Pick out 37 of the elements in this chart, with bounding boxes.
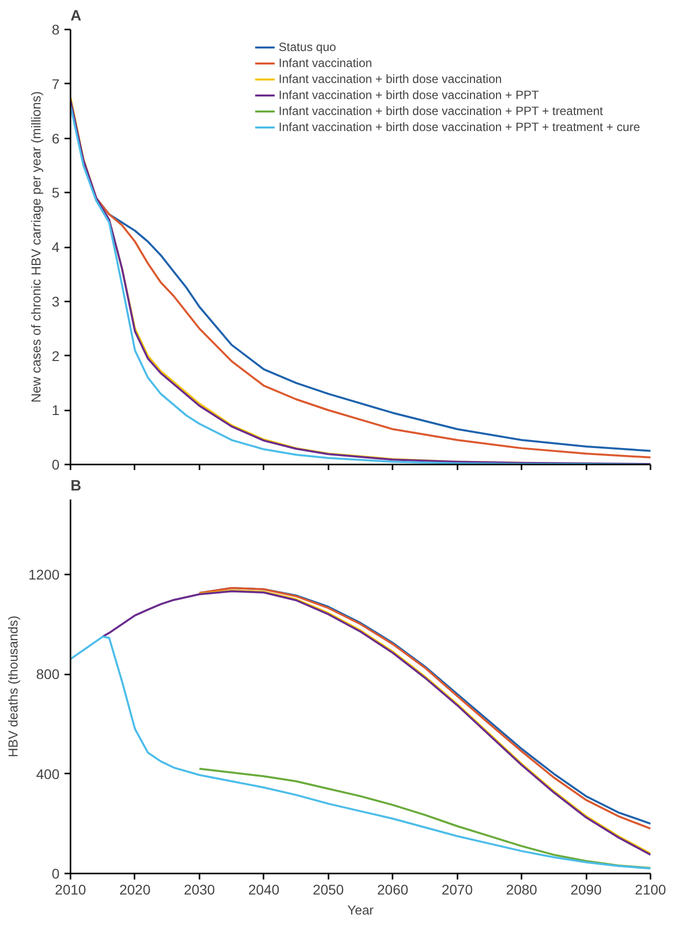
y-tick-label: 1: [52, 402, 60, 418]
y-tick-label: 7: [52, 76, 60, 92]
legend-label: Infant vaccination + birth dose vaccination + PPT + treatment + cure: [278, 119, 640, 135]
x-tick-label: 2020: [119, 882, 151, 898]
chart-title: B: [70, 478, 82, 494]
line-series: [102, 590, 650, 856]
x-tick-label: 2050: [312, 882, 344, 898]
x-tick-label: 2060: [377, 882, 409, 898]
line-series: [70, 636, 650, 870]
legend-label: Infant vaccination: [278, 55, 372, 71]
y-tick-label: 5: [52, 184, 60, 201]
x-tick-label: 2010: [54, 882, 86, 898]
x-tick-label: 2080: [506, 882, 538, 898]
x-tick-label: 2030: [184, 882, 216, 898]
x-axis-title: Year: [347, 902, 374, 918]
y-tick-label: 3: [52, 293, 60, 310]
line-series: [198, 768, 650, 870]
y-tick-label: 0: [52, 866, 60, 882]
legend-label: Infant vaccination + birth dose vaccination + PPT: [278, 87, 539, 103]
legend-label: Infant vaccination + birth dose vaccination + PPT + treatment: [278, 103, 603, 119]
y-axis-title: HBV deaths (thousands): [5, 616, 20, 758]
y-tick-label: 400: [36, 766, 60, 782]
y-tick-label: 6: [52, 130, 60, 146]
x-tick-label: 2100: [634, 882, 666, 898]
x-tick-label: 2040: [248, 882, 280, 898]
legend-label: Infant vaccination + birth dose vaccination: [278, 71, 502, 87]
y-tick-label: 0: [52, 456, 60, 472]
y-tick-label: 800: [36, 666, 60, 682]
y-tick-label: 8: [52, 22, 60, 38]
legend-label: Status quo: [278, 39, 336, 55]
y-axis-title: New cases of chronic HBV carriage per year (millions): [28, 91, 44, 403]
chart-title: A: [70, 8, 82, 24]
x-tick-label: 2070: [442, 882, 473, 898]
y-tick-label: 1200: [28, 566, 60, 582]
y-tick-label: 2: [52, 348, 60, 364]
y-tick-label: 4: [52, 239, 60, 255]
x-tick-label: 2090: [570, 882, 602, 898]
